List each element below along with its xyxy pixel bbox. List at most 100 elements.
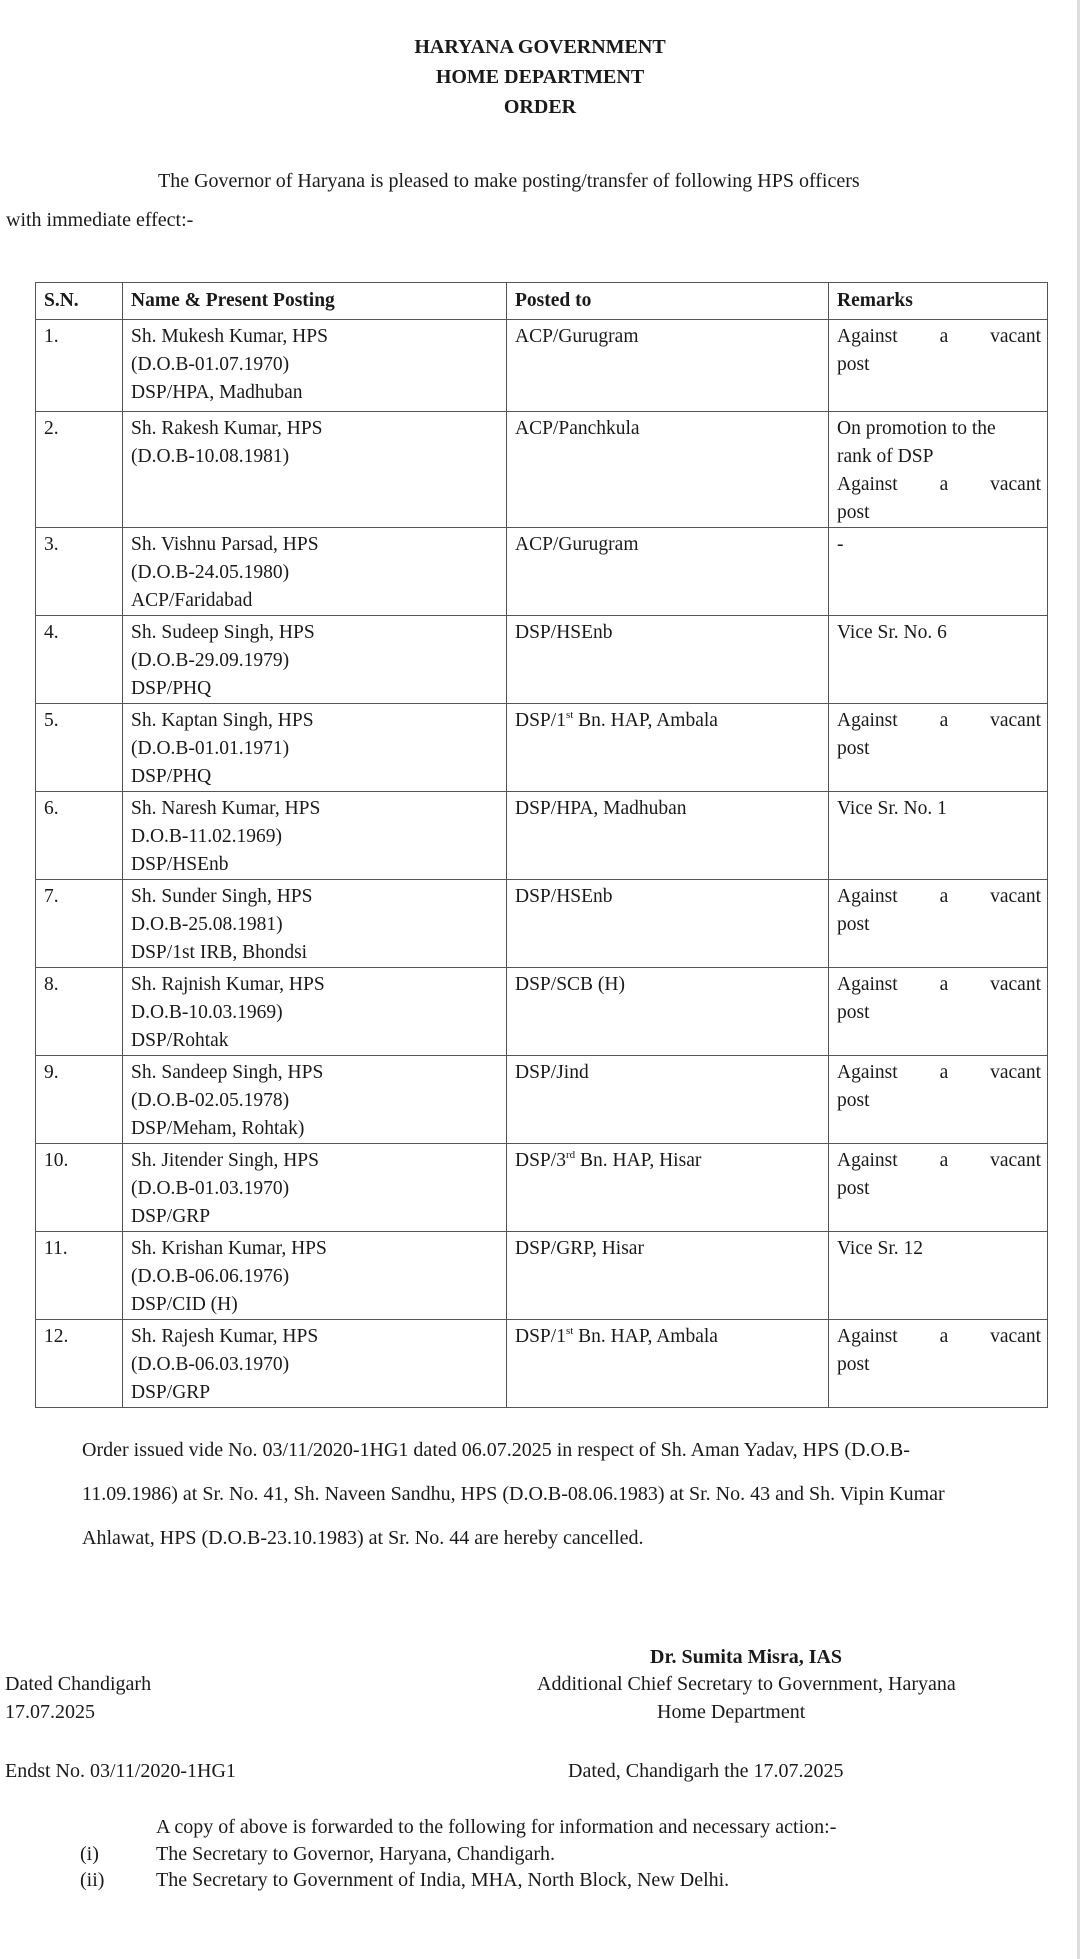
name-line: (D.O.B-01.03.1970) — [131, 1178, 290, 1199]
remarks-line: post — [837, 911, 1041, 939]
serial-number: 1. — [35, 319, 123, 412]
remarks-word: a — [939, 1326, 949, 1347]
postings-table: S.N. Name & Present Posting Posted to Re… — [35, 282, 1048, 1408]
remarks-line: Against a vacant — [837, 323, 1041, 351]
intro-line-1: The Governor of Haryana is pleased to ma… — [158, 170, 860, 192]
remarks-line: rank of DSP — [837, 443, 1041, 471]
posted-to-text: DSP/HSEnb — [515, 886, 613, 907]
name-line: Sh. Naresh Kumar, HPS — [131, 798, 321, 819]
endorsement-intro: A copy of above is forwarded to the foll… — [156, 1816, 837, 1838]
posted-to: DSP/HSEnb — [506, 879, 829, 968]
name-line: (D.O.B-29.09.1979) — [131, 650, 290, 671]
name-present-posting: Sh. Rajesh Kumar, HPS (D.O.B-06.03.1970) D… — [122, 1319, 507, 1408]
remarks-word: vacant — [990, 1150, 1041, 1171]
serial-number: 11. — [35, 1231, 123, 1320]
name-line: D.O.B-25.08.1981) — [131, 914, 283, 935]
endorsement-number: Endst No. 03/11/2020-1HG1 — [5, 1760, 236, 1782]
name-line: DSP/CID (H) — [131, 1294, 238, 1315]
remarks-word: post — [837, 1178, 870, 1199]
posted-to-text: DSP/1 — [515, 710, 566, 731]
table-row: 10. Sh. Jitender Singh, HPS (D.O.B-01.03.1… — [35, 1143, 1048, 1232]
posted-to-text: DSP/1 — [515, 1326, 566, 1347]
serial-number: 7. — [35, 879, 123, 968]
recipient-text: The Secretary to Governor, Haryana, Chan… — [156, 1843, 556, 1865]
name-present-posting: Sh. Naresh Kumar, HPS D.O.B-11.02.1969) DS… — [122, 791, 507, 880]
page-edge — [1077, 0, 1080, 1959]
name-line: ACP/Faridabad — [131, 590, 253, 611]
remarks: Against a vacant post — [828, 319, 1048, 412]
posted-to: ACP/Gurugram — [506, 527, 829, 616]
posted-to: DSP/1st Bn. HAP, Ambala — [506, 1319, 829, 1408]
posted-to-text: Bn. HAP, Hisar — [575, 1150, 702, 1171]
table-row: 7. Sh. Sunder Singh, HPS D.O.B-25.08.1981)… — [35, 879, 1048, 968]
dated-place: Dated Chandigarh — [5, 1673, 152, 1695]
name-line: Sh. Jitender Singh, HPS — [131, 1150, 319, 1171]
name-line: Sh. Kaptan Singh, HPS — [131, 710, 314, 731]
remarks-line: Against a vacant — [837, 471, 1041, 499]
remarks-line: Vice Sr. No. 6 — [837, 619, 1041, 647]
name-line: D.O.B-11.02.1969) — [131, 826, 282, 847]
serial-number: 4. — [35, 615, 123, 704]
remarks-word: Against — [837, 326, 898, 347]
remarks-word: vacant — [990, 1062, 1041, 1083]
name-present-posting: Sh. Krishan Kumar, HPS (D.O.B-06.06.1976)… — [122, 1231, 507, 1320]
remarks-word: vacant — [990, 1326, 1041, 1347]
posted-to: ACP/Panchkula — [506, 411, 829, 528]
remarks-line: Against a vacant — [837, 971, 1041, 999]
remarks-word: post — [837, 914, 870, 935]
remarks-line: Against a vacant — [837, 707, 1041, 735]
name-line: (D.O.B-06.03.1970) — [131, 1354, 290, 1375]
posted-to-text: Bn. HAP, Ambala — [573, 1326, 718, 1347]
remarks-word: Against — [837, 474, 898, 495]
name-line: DSP/GRP — [131, 1382, 211, 1403]
name-line: (D.O.B-02.05.1978) — [131, 1090, 290, 1111]
table-row: 11. Sh. Krishan Kumar, HPS (D.O.B-06.06.19… — [35, 1231, 1048, 1320]
remarks: Vice Sr. No. 1 — [828, 791, 1048, 880]
table-row: 5. Sh. Kaptan Singh, HPS (D.O.B-01.01.1971… — [35, 703, 1048, 792]
posted-to: DSP/SCB (H) — [506, 967, 829, 1056]
remarks-word: Against — [837, 1062, 898, 1083]
posted-to-text: ACP/Gurugram — [515, 326, 639, 347]
remarks-word: a — [939, 326, 949, 347]
posted-to: ACP/Gurugram — [506, 319, 829, 412]
remarks-line: post — [837, 1351, 1041, 1379]
endorsement-date: Dated, Chandigarh the 17.07.2025 — [568, 1760, 844, 1782]
header-sn: S.N. — [35, 282, 123, 320]
table-row: 1. Sh. Mukesh Kumar, HPS (D.O.B-01.07.1970… — [35, 319, 1048, 412]
remarks-line: post — [837, 999, 1041, 1027]
remarks-line: post — [837, 1087, 1041, 1115]
name-line: (D.O.B-01.01.1971) — [131, 738, 290, 759]
cancellation-paragraph: Order issued vide No. 03/11/2020-1HG1 da… — [82, 1439, 945, 1549]
name-present-posting: Sh. Kaptan Singh, HPS (D.O.B-01.01.1971) D… — [122, 703, 507, 792]
remarks-word: rank of DSP — [837, 446, 934, 467]
ordinal-suffix: rd — [565, 1149, 576, 1161]
header-government: HARYANA GOVERNMENT — [414, 36, 666, 58]
table-row: 8. Sh. Rajnish Kumar, HPS D.O.B-10.03.1969… — [35, 967, 1048, 1056]
remarks-word: a — [939, 974, 949, 995]
posted-to-text: DSP/3 — [515, 1150, 566, 1171]
remarks-word: post — [837, 1090, 870, 1111]
serial-number: 5. — [35, 703, 123, 792]
remarks-word: vacant — [990, 886, 1041, 907]
name-line: DSP/PHQ — [131, 678, 212, 699]
name-present-posting: Sh. Sunder Singh, HPS D.O.B-25.08.1981) DS… — [122, 879, 507, 968]
remarks-word: post — [837, 502, 870, 523]
name-line: Sh. Sunder Singh, HPS — [131, 886, 313, 907]
remarks-word: a — [939, 474, 949, 495]
header-remarks: Remarks — [828, 282, 1048, 320]
remarks-line: Vice Sr. No. 1 — [837, 795, 1041, 823]
name-line: DSP/GRP — [131, 1206, 211, 1227]
name-line: Sh. Rakesh Kumar, HPS — [131, 418, 323, 439]
name-line: Sh. Mukesh Kumar, HPS — [131, 326, 328, 347]
remarks-word: Against — [837, 710, 898, 731]
remarks: - — [828, 527, 1048, 616]
posted-to-text: DSP/Jind — [515, 1062, 589, 1083]
remarks-word: On promotion to the — [837, 418, 996, 439]
remarks-word: Vice Sr. No. 6 — [837, 622, 947, 643]
remarks-word: Vice Sr. No. 1 — [837, 798, 947, 819]
remarks: Against a vacant post — [828, 967, 1048, 1056]
header-department: HOME DEPARTMENT — [435, 66, 645, 88]
remarks-word: a — [939, 1150, 949, 1171]
remarks-line: Against a vacant — [837, 883, 1041, 911]
ordinal-suffix: st — [565, 709, 574, 721]
